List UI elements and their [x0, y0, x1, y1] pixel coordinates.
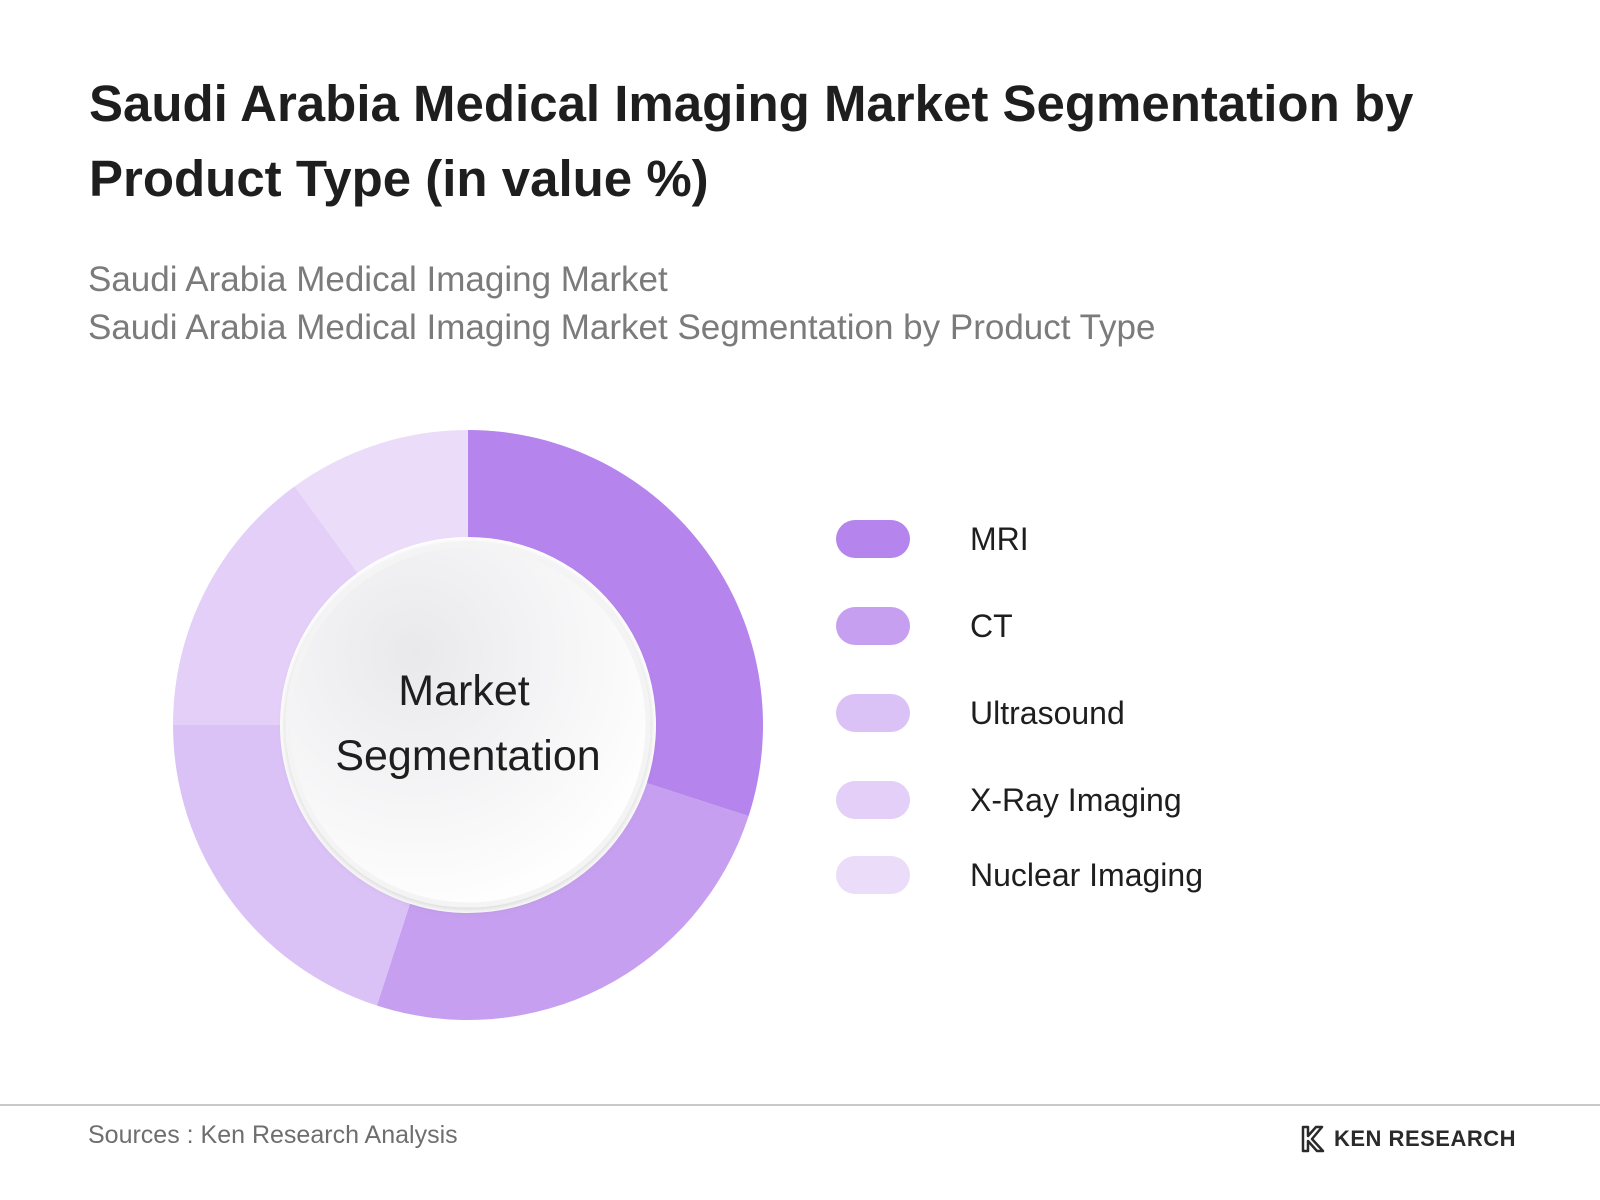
legend-label-ultrasound: Ultrasound — [970, 695, 1125, 731]
legend-label-mri: MRI — [970, 521, 1029, 557]
brand-logo: KEN RESEARCH — [1300, 1124, 1516, 1154]
legend-swatch-nuclear-imaging — [836, 856, 910, 894]
source-note: Sources : Ken Research Analysis — [88, 1121, 458, 1149]
legend-item-ct: CT — [836, 607, 1336, 645]
subtitle-line-1: Saudi Arabia Medical Imaging Market — [88, 260, 668, 299]
donut-center-label-line-1: Market — [398, 667, 529, 715]
legend-swatch-mri — [836, 520, 910, 558]
legend-label-x-ray-imaging: X-Ray Imaging — [970, 782, 1182, 818]
legend-swatch-ultrasound — [836, 694, 910, 732]
legend-label-nuclear-imaging: Nuclear Imaging — [970, 857, 1203, 893]
donut-slice-x-ray-imaging — [173, 486, 358, 725]
donut-slice-mri — [468, 430, 763, 817]
legend-item-x-ray-imaging: X-Ray Imaging — [836, 781, 1336, 819]
brand-name: KEN RESEARCH — [1334, 1126, 1517, 1151]
donut-center-disc — [285, 542, 651, 908]
chart-title: Saudi Arabia Medical Imaging Market Segm… — [89, 75, 1414, 207]
donut-slices — [173, 430, 763, 1020]
donut-slice-ct — [376, 783, 749, 1020]
ken-research-logo-icon — [1301, 1125, 1325, 1153]
donut-slice-ultrasound — [173, 725, 410, 1006]
legend-item-mri: MRI — [836, 520, 1336, 558]
footer-divider — [0, 1104, 1600, 1106]
donut-center-label-line-2: Segmentation — [335, 732, 600, 780]
subtitle-line-2: Saudi Arabia Medical Imaging Market Segm… — [88, 308, 1156, 347]
legend-swatch-x-ray-imaging — [836, 781, 910, 819]
donut-slice-nuclear-imaging — [294, 430, 468, 573]
legend-item-ultrasound: Ultrasound — [836, 694, 1336, 732]
legend-label-ct: CT — [970, 608, 1013, 644]
legend-item-nuclear-imaging: Nuclear Imaging — [836, 856, 1336, 894]
chart-subtitle: Saudi Arabia Medical Imaging Market Saud… — [88, 256, 1488, 352]
legend-swatch-ct — [836, 607, 910, 645]
